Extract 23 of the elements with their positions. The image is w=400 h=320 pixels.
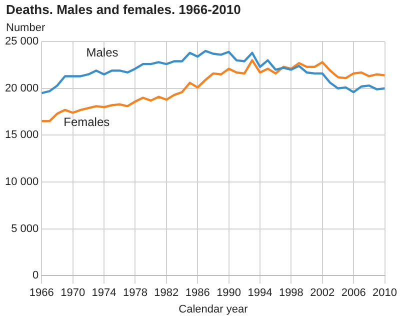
x-tick-label: 1982 bbox=[154, 287, 179, 300]
y-tick-label: 15 000 bbox=[4, 129, 39, 142]
y-axis-title: Number bbox=[6, 22, 46, 34]
x-tick-label: 2010 bbox=[372, 287, 398, 300]
x-tick-label: 1978 bbox=[122, 287, 148, 300]
x-tick-label: 1998 bbox=[278, 287, 304, 300]
x-tick-label: 1970 bbox=[60, 287, 86, 300]
y-tick-label: 25 000 bbox=[4, 36, 39, 48]
y-tick-label: 20 000 bbox=[4, 82, 39, 94]
y-tick-label: 0 bbox=[32, 270, 39, 282]
x-tick-label: 2002 bbox=[310, 287, 335, 300]
x-tick-label: 1986 bbox=[185, 287, 210, 300]
y-tick-label: 10 000 bbox=[4, 176, 39, 188]
y-tick-label: 5 000 bbox=[11, 222, 39, 235]
x-axis-title: Calendar year bbox=[178, 303, 248, 316]
x-tick-label: 1966 bbox=[29, 287, 54, 300]
series-label: Females bbox=[64, 114, 110, 129]
series-label: Males bbox=[86, 46, 118, 60]
x-tick-label: 1990 bbox=[216, 287, 242, 300]
x-tick-label: 1974 bbox=[92, 287, 116, 300]
x-tick-label: 1994 bbox=[248, 287, 272, 300]
chart-title: Deaths. Males and females. 1966-2010 bbox=[6, 2, 241, 17]
x-tick-label: 2006 bbox=[341, 287, 366, 300]
